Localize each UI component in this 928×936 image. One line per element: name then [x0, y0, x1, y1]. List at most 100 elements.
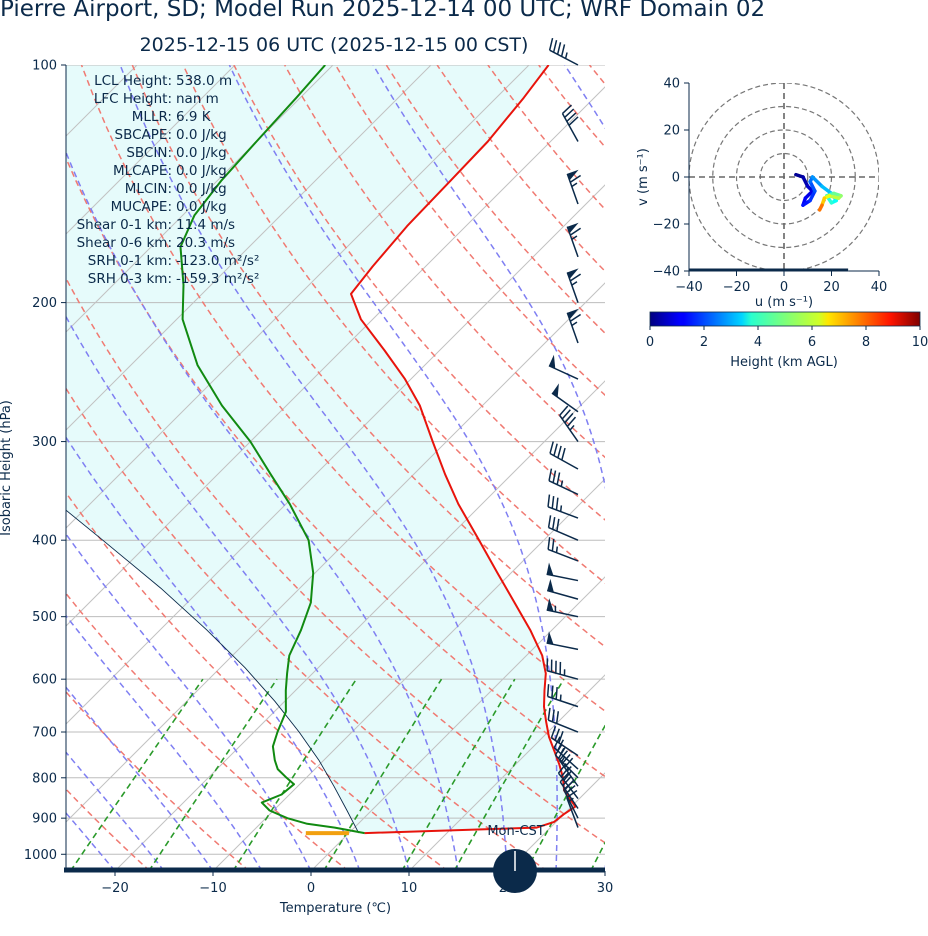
- barb-full: [552, 470, 557, 483]
- barb-staff: [559, 414, 579, 443]
- barb-full: [547, 515, 552, 528]
- wind-barb: [563, 780, 579, 819]
- x-tick-label: −20: [101, 881, 128, 896]
- barb-staff: [561, 113, 579, 142]
- wind-barb: [566, 308, 582, 344]
- stat-lcl-height: LCL Height: 538.0 m: [94, 73, 233, 89]
- x-tick-label: 0: [307, 881, 315, 896]
- hodo-y-axis-label: v (m s⁻¹): [636, 148, 651, 206]
- barb-flag: [567, 169, 579, 181]
- dewpoint-profile-line: [179, 65, 365, 835]
- y-axis-label: Isobaric Height (hPa): [0, 400, 14, 536]
- wind-barb: [547, 707, 579, 733]
- y-tick-label: 400: [32, 534, 57, 549]
- hodograph-ring: [712, 105, 856, 249]
- hodo-x-axis-label: u (m s⁻¹): [755, 295, 813, 310]
- barb-full: [569, 313, 582, 322]
- stat-mlcape: MLCAPE: 0.0 J/kg: [112, 163, 227, 179]
- mixing-ratio-line: [401, 678, 516, 871]
- moist-adiabat: [66, 150, 459, 871]
- hodo-x-tick-label: −40: [675, 280, 702, 295]
- wind-barb: [546, 578, 579, 600]
- barb-full: [563, 770, 573, 781]
- barb-staff: [546, 609, 579, 618]
- barb-full: [552, 40, 558, 53]
- hodo-x-tick-label: 20: [823, 280, 840, 295]
- barb-full: [548, 468, 553, 481]
- barb-staff: [563, 789, 579, 819]
- isotherm-line: [66, 65, 530, 529]
- hodograph-segment: [810, 175, 824, 189]
- isotherm-line: [66, 184, 605, 725]
- hodo-y-tick-label: −20: [653, 218, 680, 233]
- y-tick-label: 800: [32, 771, 57, 786]
- barb-half: [571, 321, 578, 327]
- x-axis-label: Temperature (℃): [279, 901, 391, 916]
- barb-full: [556, 472, 561, 485]
- dry-adiabat: [66, 491, 449, 871]
- y-tick-label: 300: [32, 435, 57, 450]
- hodograph-segment: [820, 184, 834, 196]
- moist-adiabat: [66, 751, 165, 871]
- dry-adiabat: [66, 387, 548, 871]
- dry-adiabat: [233, 65, 605, 521]
- wind-barb: [546, 631, 579, 651]
- hodo-y-tick-label: 0: [672, 171, 680, 186]
- barb-flag: [567, 222, 579, 234]
- isotherm-line: [66, 65, 236, 235]
- wind-barb: [566, 268, 582, 303]
- hodo-y-tick-label: −40: [653, 265, 680, 280]
- isotherm-line: [66, 282, 605, 823]
- hodo-x-tick-label: −20: [723, 280, 750, 295]
- barb-half: [560, 480, 564, 487]
- barb-half: [569, 424, 575, 431]
- y-tick-label: 100: [32, 59, 57, 74]
- wind-barb: [554, 744, 579, 779]
- barb-full: [558, 731, 564, 744]
- moon-label: Mon-CST: [487, 824, 544, 839]
- isotherm-line: [66, 86, 605, 627]
- colorbar-tick-label: 6: [808, 335, 816, 350]
- y-tick-label: 900: [32, 812, 57, 827]
- hodograph-segment: [808, 189, 817, 203]
- moist-adiabat: [66, 436, 361, 871]
- barb-full: [553, 443, 558, 456]
- barb-full: [560, 766, 570, 778]
- barb-flag: [552, 383, 559, 398]
- dry-adiabat: [844, 65, 928, 871]
- stat-mllr: MLLR: 6.9 K: [131, 109, 211, 125]
- colorbar-tick-label: 2: [700, 335, 708, 350]
- mixing-ratio-line: [589, 841, 605, 871]
- barb-half: [559, 505, 563, 512]
- barb-staff: [547, 548, 579, 562]
- y-tick-label: 700: [32, 726, 57, 741]
- barb-full: [563, 780, 574, 791]
- barb-full: [559, 405, 569, 416]
- hodo-y-tick-label: 20: [663, 124, 680, 139]
- stat-srh-0-3: SRH 0-3 km: -159.3 m²/s²: [87, 271, 260, 287]
- barb-half: [567, 797, 574, 803]
- stat-lfc-height: LFC Height: nan m: [93, 91, 219, 107]
- mixing-ratio-line: [69, 678, 204, 871]
- wind-barb: [546, 684, 579, 708]
- barb-full: [561, 104, 573, 115]
- hodograph-plot: [689, 83, 879, 271]
- dry-adiabat: [66, 788, 151, 871]
- dry-adiabat: [538, 65, 605, 149]
- barb-full: [564, 412, 574, 424]
- barb-half: [571, 281, 578, 286]
- wind-barb: [566, 789, 579, 828]
- barb-full: [555, 686, 558, 700]
- barb-full: [557, 445, 562, 459]
- wind-barb: [548, 37, 579, 66]
- stat-sbcin: SBCIN: 0.0 J/kg: [126, 145, 227, 161]
- barb-staff: [566, 797, 579, 828]
- barb-full: [559, 772, 570, 783]
- barb-full: [547, 494, 551, 507]
- barb-full: [551, 517, 556, 530]
- barb-full: [553, 736, 561, 749]
- stat-shear-0-6: Shear 0-6 km: 20.3 m/s: [76, 235, 236, 251]
- colorbar-tick-label: 0: [646, 335, 654, 350]
- barb-full: [565, 784, 576, 795]
